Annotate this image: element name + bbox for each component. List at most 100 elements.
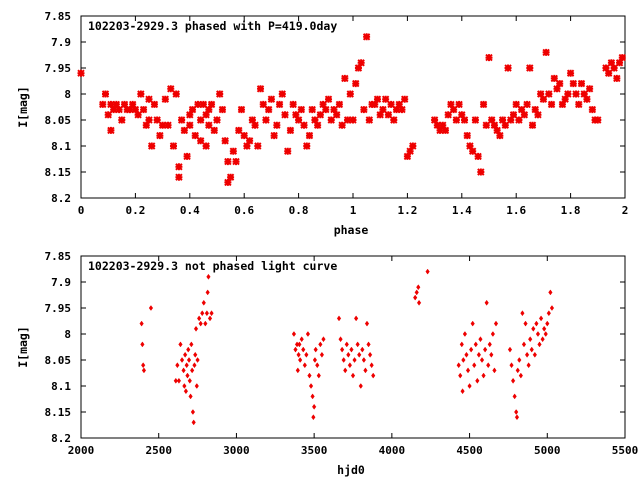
data-point <box>134 111 142 119</box>
data-point <box>120 100 129 109</box>
data-point <box>498 116 507 124</box>
data-point <box>139 320 144 327</box>
x-axis-label: phase <box>334 223 369 237</box>
data-point <box>479 357 485 363</box>
data-point <box>433 121 442 129</box>
data-point <box>315 362 320 369</box>
data-point <box>534 111 542 119</box>
data-point <box>357 59 365 67</box>
data-point <box>352 79 360 88</box>
data-point <box>196 137 205 145</box>
data-point <box>366 341 371 348</box>
data-point <box>390 116 398 124</box>
data-point <box>470 320 475 327</box>
y-tick-label: 7.85 <box>45 250 72 263</box>
data-point <box>141 362 146 369</box>
x-tick-label: 2 <box>622 204 629 217</box>
data-point <box>479 100 488 109</box>
data-point <box>449 105 458 114</box>
data-point <box>202 142 210 150</box>
data-point <box>296 351 301 358</box>
data-point <box>365 116 374 124</box>
data-point <box>186 357 192 363</box>
data-point <box>145 116 153 124</box>
data-point <box>193 351 198 358</box>
data-point <box>179 357 185 363</box>
data-point <box>549 305 555 311</box>
data-point <box>468 147 477 155</box>
data-point <box>439 121 447 129</box>
data-point <box>161 95 170 103</box>
data-point <box>444 111 452 119</box>
data-point <box>297 341 302 348</box>
data-point <box>235 126 243 135</box>
data-point <box>604 69 613 77</box>
data-point <box>514 414 520 421</box>
data-point <box>588 105 597 114</box>
data-point <box>543 331 548 337</box>
data-point <box>188 393 193 400</box>
phased-chart: 0 0.2 0.4 0.6 0.8 1 1.2 1.4 1.6 1.8 2 7.85 7.9 7.95 8… <box>16 10 628 237</box>
data-point <box>546 310 551 317</box>
data-point <box>259 100 267 109</box>
data-point <box>203 320 208 327</box>
data-point <box>273 121 281 129</box>
data-point <box>355 341 360 348</box>
data-point <box>395 100 403 109</box>
data-point <box>107 100 115 109</box>
data-point <box>550 74 558 83</box>
data-point <box>615 59 624 67</box>
data-point <box>521 341 527 348</box>
data-point <box>305 331 311 337</box>
data-point <box>205 105 213 114</box>
data-point <box>240 131 248 140</box>
data-point <box>346 351 351 358</box>
data-point <box>131 105 140 114</box>
data-point <box>148 305 154 311</box>
data-point <box>354 315 359 322</box>
data-point <box>471 116 480 124</box>
data-point <box>496 131 504 140</box>
data-point <box>501 121 510 129</box>
x-tick-label: 2000 <box>68 444 95 457</box>
data-point <box>509 111 518 119</box>
data-point <box>153 116 161 124</box>
data-point <box>352 357 357 363</box>
data-point <box>245 137 254 145</box>
data-point <box>207 100 216 109</box>
data-point <box>198 320 203 327</box>
data-point <box>537 341 542 348</box>
data-point <box>472 362 477 369</box>
data-point <box>335 100 344 109</box>
data-point <box>545 320 550 327</box>
data-point <box>379 105 387 114</box>
data-point <box>416 284 421 291</box>
data-point <box>321 336 326 343</box>
data-point <box>310 393 315 400</box>
data-point <box>299 336 304 343</box>
data-point <box>477 168 485 176</box>
data-point <box>316 372 321 379</box>
data-point <box>312 403 317 410</box>
data-point <box>316 111 325 119</box>
data-point <box>209 310 214 317</box>
data-point <box>278 90 286 98</box>
data-point <box>367 351 373 358</box>
data-point <box>289 100 297 109</box>
data-point <box>332 111 341 119</box>
x-tick-label: 0.8 <box>289 204 309 217</box>
data-point <box>322 105 330 114</box>
data-point <box>384 111 393 119</box>
data-point <box>482 121 490 129</box>
data-point <box>413 294 418 301</box>
y-tick-labels: 7.85 7.9 7.95 8 8.05 8.1 8.15 8.2 <box>45 250 72 445</box>
y-tick-label: 7.85 <box>45 10 72 23</box>
y-tick-label: 7.95 <box>45 302 72 315</box>
data-point <box>340 346 345 353</box>
y-tick-label: 8.1 <box>51 380 71 393</box>
data-point <box>251 121 259 129</box>
data-point <box>213 116 221 124</box>
data-point <box>357 351 362 358</box>
data-point <box>474 152 482 161</box>
data-point <box>594 116 602 124</box>
